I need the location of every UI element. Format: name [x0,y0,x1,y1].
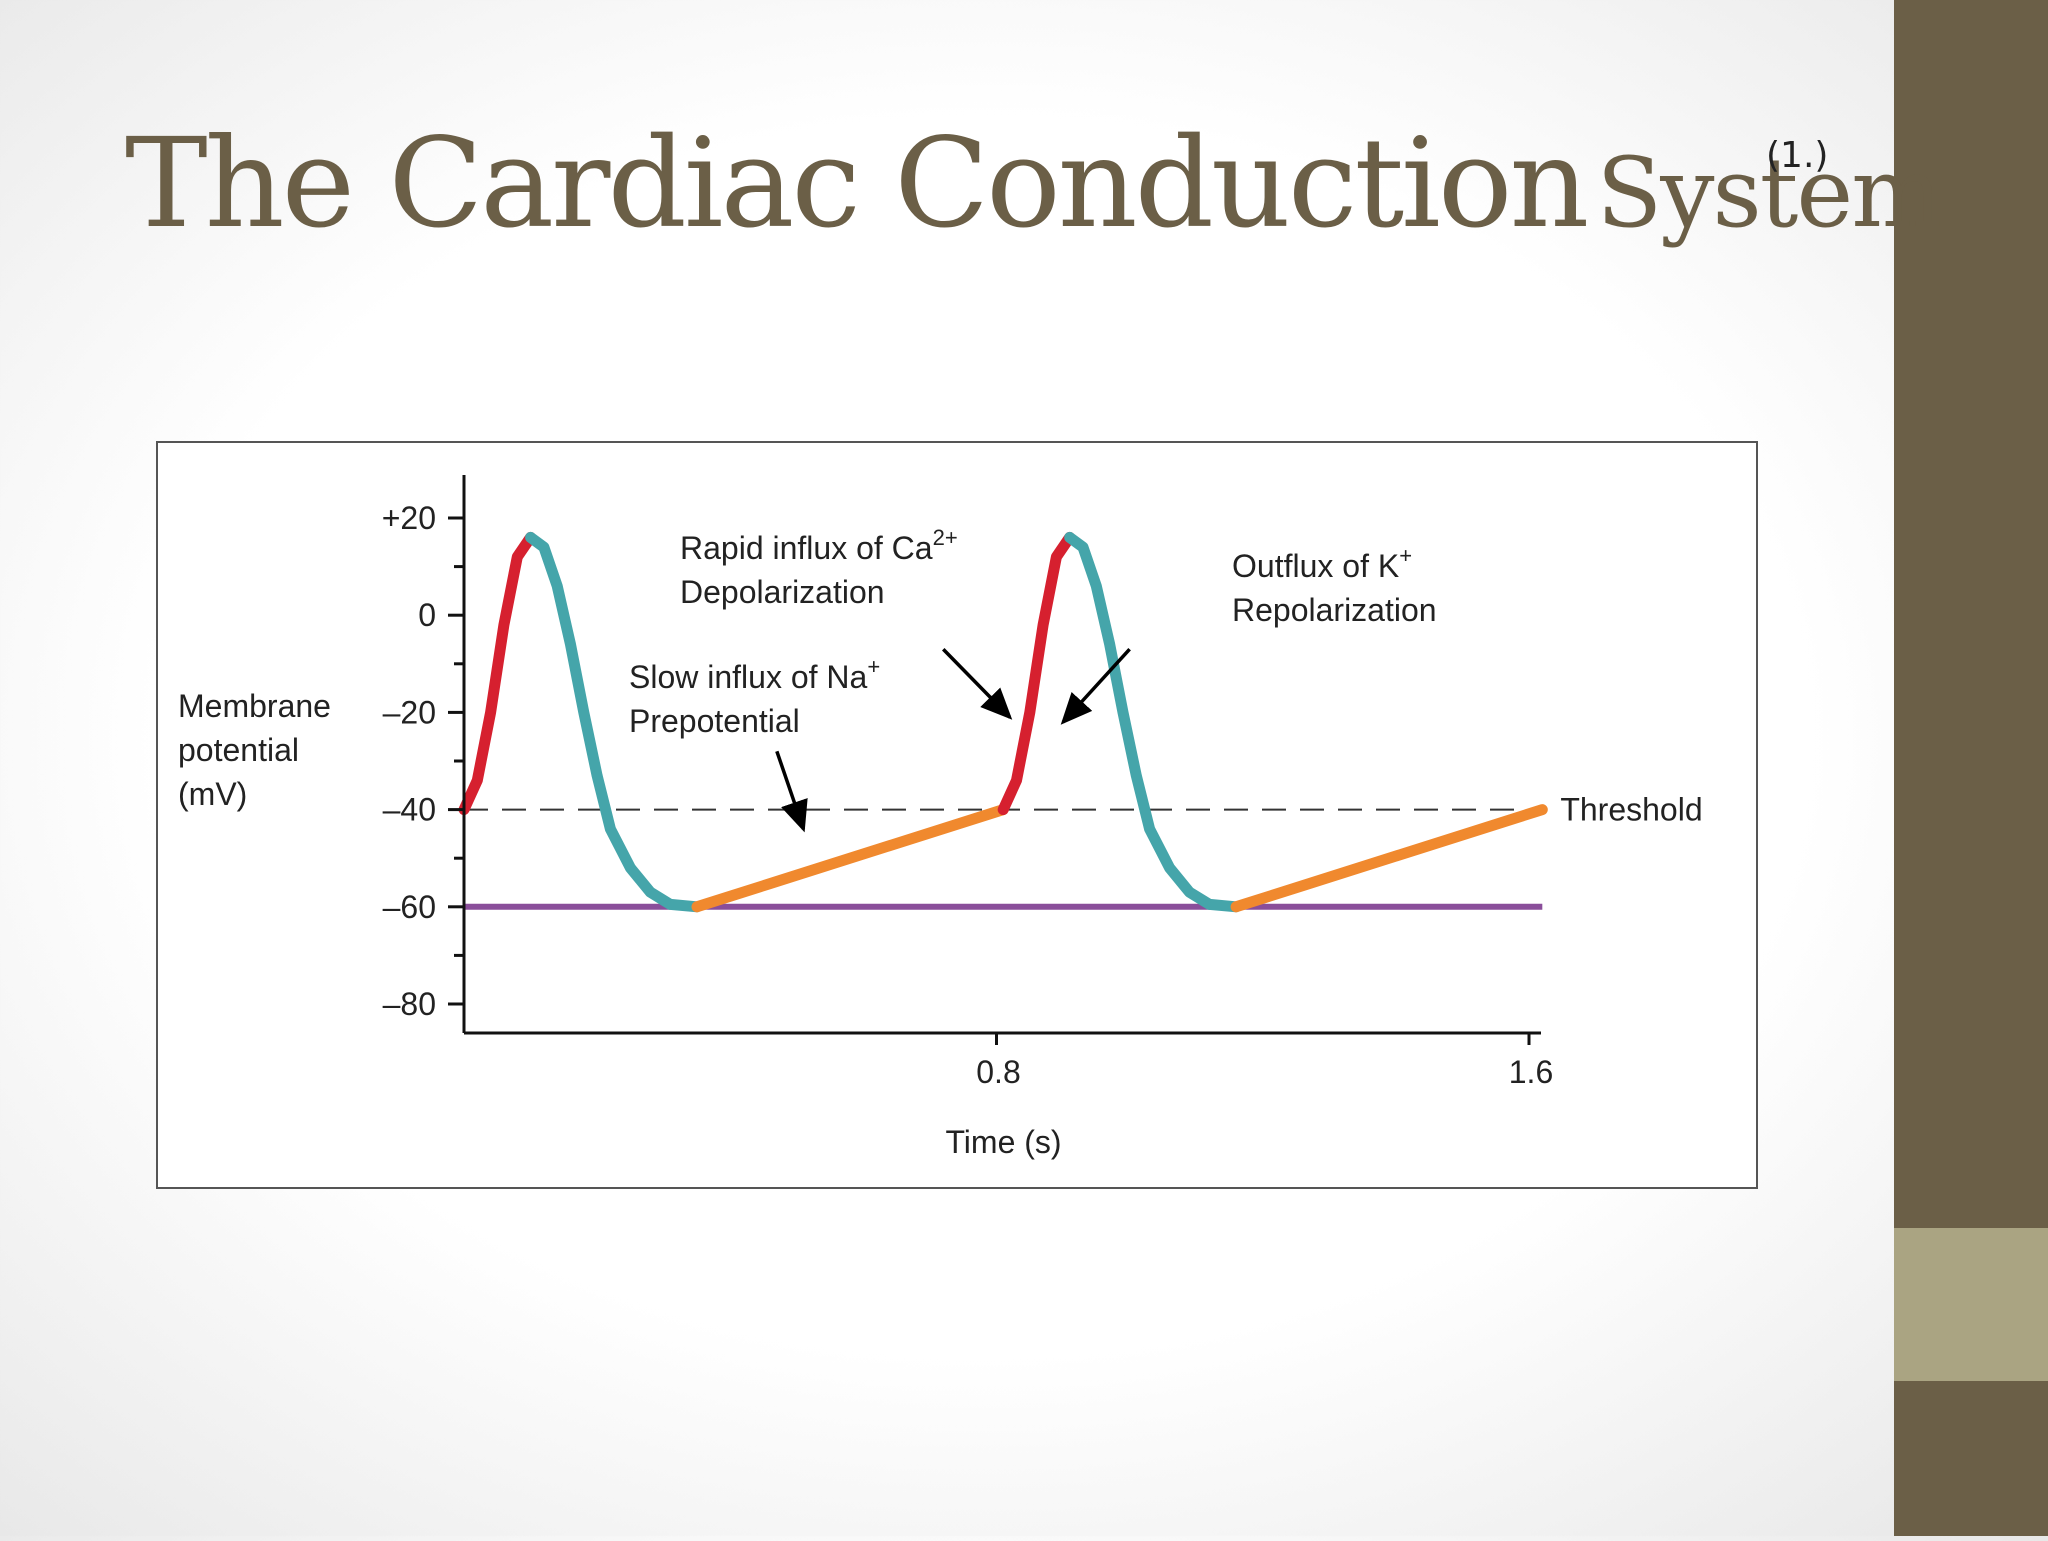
x-tick-label: 1.6 [1509,1054,1553,1090]
annotation-ca-line1: Rapid influx of Ca2+ [680,525,958,566]
annotation-k-line1: Outflux of K+ [1232,543,1412,584]
slide-title-sub: System [1596,137,1943,249]
y-tick-label: +20 [382,500,436,536]
annotation-na-arrow [775,750,808,833]
annotation-k-line2: Repolarization [1232,592,1437,628]
annotation-na-line1: Slow influx of Na+ [629,654,880,695]
annotation-ca-arrow [941,647,1013,720]
series-line-depolarization-0 [458,531,537,816]
annotation-k-arrow [1060,648,1131,725]
series-line-prepotential-2 [691,804,1009,913]
annotation-na-line2: Prepotential [629,703,800,739]
x-axis-label: Time (s) [945,1124,1061,1160]
annotation-ca-line2: Depolarization [680,574,885,610]
slide-title-main: The Cardiac Conduction [125,112,1589,256]
series-line-prepotential-5 [1230,804,1548,913]
y-tick-label: –20 [383,694,436,730]
side-band-accent [1894,1228,2048,1381]
y-axis-label-line: (mV) [178,776,247,812]
series-line-depolarization-3 [997,531,1076,816]
slide-title: The Cardiac Conduction System [125,122,1943,249]
series-line-repolarization-4 [1064,531,1242,913]
x-tick-label: 0.8 [976,1054,1020,1090]
y-axis-label-line: Membrane [178,688,331,724]
series-line-repolarization-1 [525,531,703,913]
y-tick-label: –60 [383,889,436,925]
y-tick-label: 0 [418,597,436,633]
y-tick-label: –80 [383,986,436,1022]
y-axis-label-line: potential [178,732,299,768]
y-tick-label: –40 [383,792,436,828]
chart-frame [156,441,1758,1189]
threshold-label: Threshold [1560,792,1702,828]
